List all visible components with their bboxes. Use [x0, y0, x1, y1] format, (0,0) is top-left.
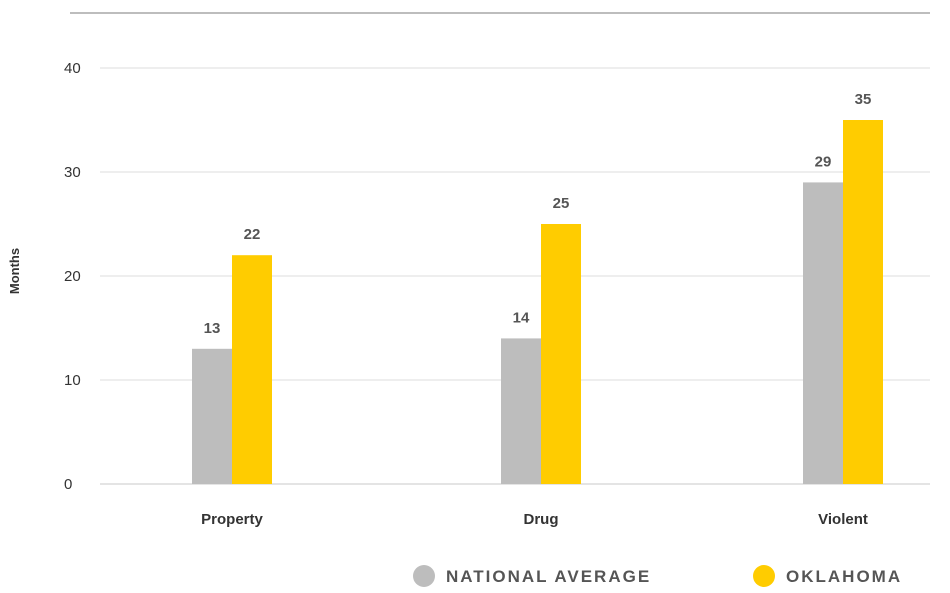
bar — [541, 224, 581, 484]
y-tick-label: 40 — [64, 60, 81, 77]
bar — [843, 120, 883, 484]
data-label: 25 — [553, 195, 570, 212]
bar — [232, 255, 272, 484]
bar — [501, 338, 541, 484]
legend-marker — [413, 565, 435, 587]
data-label: 35 — [855, 91, 872, 108]
data-label: 14 — [513, 309, 530, 326]
legend: NATIONAL AVERAGE OKLAHOMA — [413, 565, 902, 587]
y-tick-label: 0 — [64, 476, 72, 493]
legend-marker — [753, 565, 775, 587]
data-label: 29 — [815, 153, 832, 170]
legend-label: NATIONAL AVERAGE — [446, 567, 651, 586]
x-tick-label: Violent — [818, 511, 868, 528]
data-label: 22 — [244, 226, 261, 243]
y-tick-label: 20 — [64, 268, 81, 285]
label-layer: 0 10 20 30 40 13 22 Property 14 25 Drug 29 35 Violent — [64, 60, 871, 528]
legend-label: OKLAHOMA — [786, 567, 902, 586]
y-tick-label: 10 — [64, 372, 81, 389]
data-label: 13 — [204, 320, 221, 337]
y-tick-label: 30 — [64, 164, 81, 181]
bar — [192, 348, 232, 484]
x-tick-label: Property — [201, 511, 263, 528]
bar-layer — [192, 120, 883, 484]
bar — [803, 182, 843, 484]
x-tick-label: Drug — [524, 511, 559, 528]
y-axis-label: Months — [7, 248, 22, 294]
